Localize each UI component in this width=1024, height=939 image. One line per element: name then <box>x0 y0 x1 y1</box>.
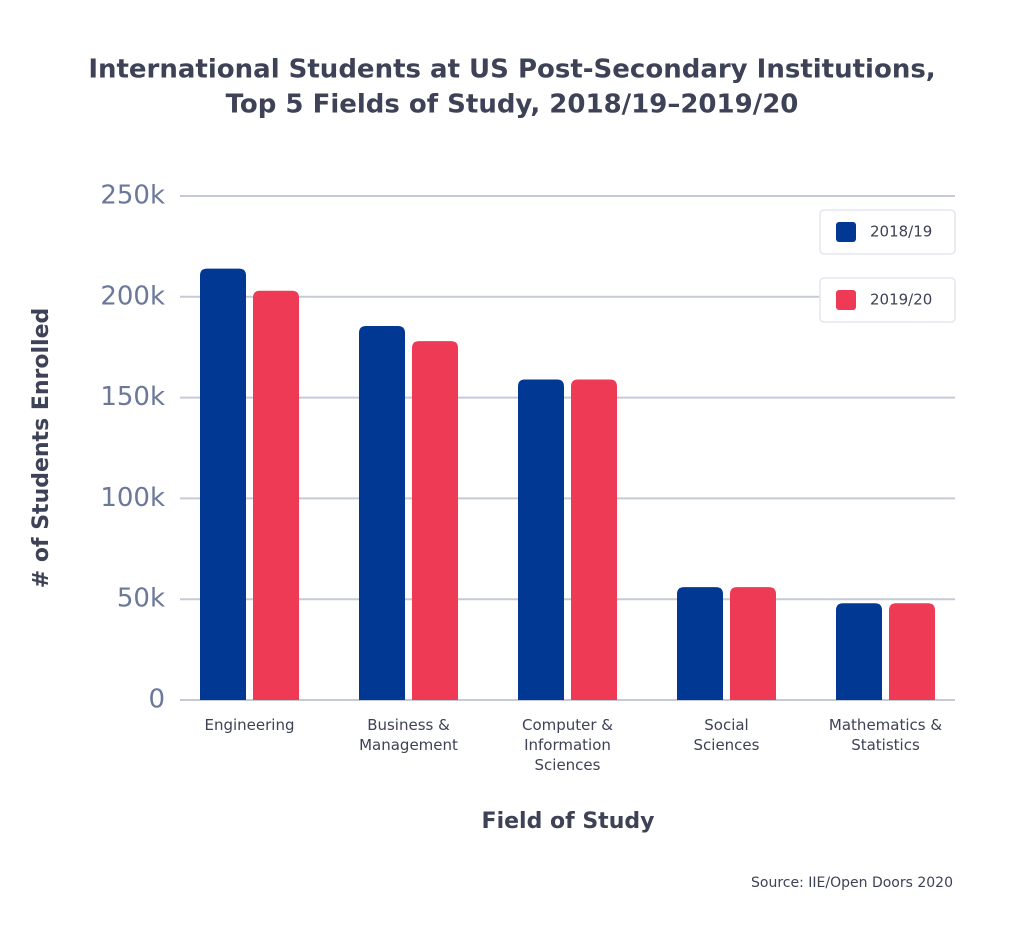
source-note: Source: IIE/Open Doors 2020 <box>751 875 953 891</box>
y-tick-label: 50k <box>117 584 165 614</box>
chart-subtitle: Top 5 Fields of Study, 2018/19–2019/20 <box>226 90 799 120</box>
bar <box>889 603 935 700</box>
bar <box>412 341 458 700</box>
bar <box>200 268 246 700</box>
bar <box>730 587 776 700</box>
legend-box <box>819 209 956 255</box>
y-tick-label: 250k <box>100 181 165 211</box>
legend-label: 2018/19 <box>870 223 932 241</box>
x-tick-label: Social Sciences <box>693 716 760 754</box>
bar <box>518 379 564 700</box>
bar <box>359 326 405 700</box>
legend-label: 2019/20 <box>870 291 932 309</box>
x-tick-label: Engineering <box>204 716 295 734</box>
legend-box <box>819 277 956 323</box>
x-tick-label: Business & Management <box>359 716 458 754</box>
y-tick-label: 200k <box>100 281 165 311</box>
x-tick-label: Mathematics & Statistics <box>828 716 943 754</box>
y-axis-label: # of Students Enrolled <box>29 308 54 588</box>
x-tick-label: Computer & Information Sciences <box>521 716 614 774</box>
bar <box>677 587 723 700</box>
legend-swatch <box>836 290 856 310</box>
x-axis-label: Field of Study <box>482 809 655 834</box>
y-tick-label: 0 <box>148 685 165 715</box>
y-tick-label: 100k <box>100 483 165 513</box>
bar <box>571 379 617 700</box>
bar <box>836 603 882 700</box>
legend-swatch <box>836 222 856 242</box>
bar <box>253 290 299 700</box>
y-tick-label: 150k <box>100 382 165 412</box>
chart-title: International Students at US Post-Second… <box>88 55 935 85</box>
